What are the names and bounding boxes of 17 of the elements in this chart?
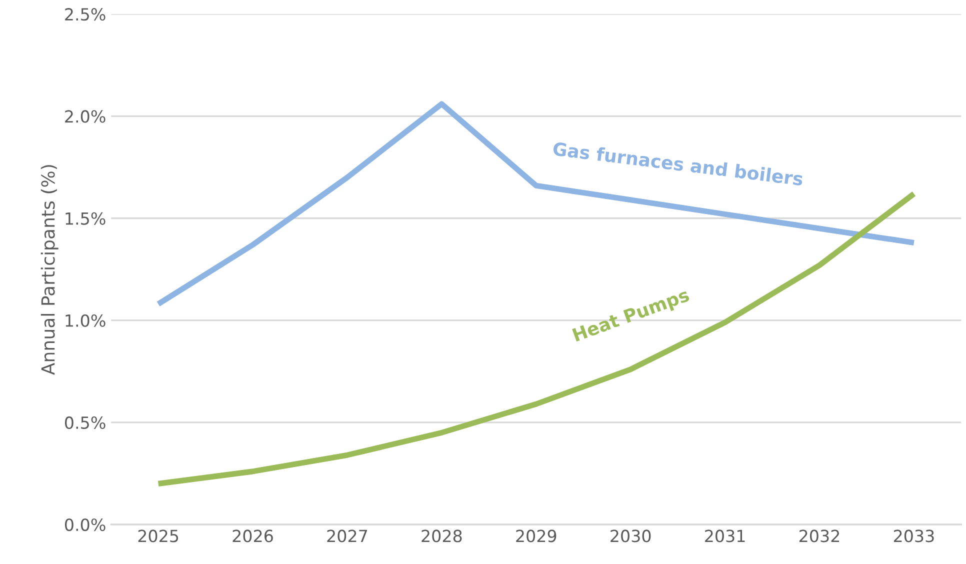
y-tick-label: 0.5% xyxy=(64,416,106,430)
x-tick-label: 2027 xyxy=(327,530,368,542)
x-tick-label: 2033 xyxy=(894,530,934,542)
y-axis-title: Annual Participants (%) xyxy=(40,165,58,375)
x-tick-label: 2029 xyxy=(516,530,556,542)
y-tick-label: 1.0% xyxy=(66,314,106,327)
x-tick-label: 2031 xyxy=(705,530,745,542)
x-tick-label: 2026 xyxy=(232,530,273,542)
y-tick-label: 1.5% xyxy=(66,212,106,225)
x-tick-label: 2028 xyxy=(422,530,462,542)
y-tick-label: 2.5% xyxy=(65,8,106,21)
text: Gas furnaces and boilers xyxy=(552,141,804,186)
y-tick-label: 0.0% xyxy=(64,518,106,532)
y-tick-label: 2.0% xyxy=(65,110,106,123)
x-tick-label: 2025 xyxy=(138,530,178,542)
x-tick-label: 2030 xyxy=(610,530,651,542)
x-tick-label: 2032 xyxy=(800,530,840,542)
